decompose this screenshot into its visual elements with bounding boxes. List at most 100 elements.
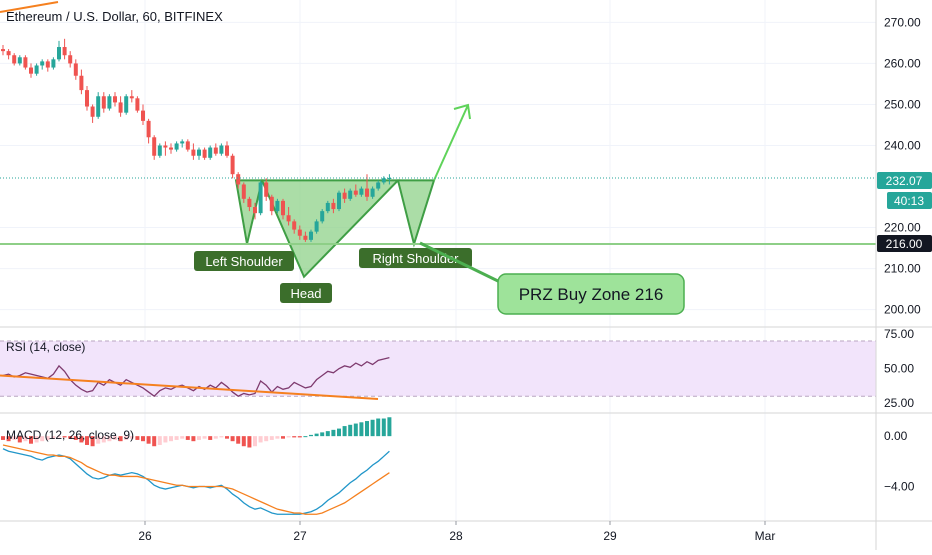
- macd-histogram-bar[interactable]: [281, 436, 285, 439]
- candle-down[interactable]: [303, 235, 308, 240]
- symbol-title[interactable]: Ethereum / U.S. Dollar, 60, BITFINEX: [6, 9, 223, 24]
- macd-histogram-bar[interactable]: [1, 436, 5, 440]
- candle-down[interactable]: [101, 96, 106, 109]
- macd-histogram-bar[interactable]: [258, 436, 263, 443]
- macd-histogram-bar[interactable]: [68, 436, 73, 439]
- candle-up[interactable]: [107, 96, 112, 109]
- macd-histogram-bar[interactable]: [124, 436, 129, 440]
- macd-histogram-bar[interactable]: [359, 422, 364, 437]
- candle-down[interactable]: [331, 202, 336, 210]
- macd-histogram-bar[interactable]: [247, 436, 252, 448]
- candle-down[interactable]: [1, 49, 5, 52]
- candle-down[interactable]: [68, 55, 73, 64]
- candle-down[interactable]: [185, 141, 190, 150]
- signal-line[interactable]: [2, 444, 390, 515]
- head-shape[interactable]: [260, 179, 401, 279]
- candle-down[interactable]: [45, 61, 50, 68]
- macd-histogram-bar[interactable]: [264, 436, 269, 442]
- rsi-pane[interactable]: [0, 340, 876, 400]
- candle-down[interactable]: [12, 55, 17, 64]
- macd-histogram-bar[interactable]: [180, 436, 185, 439]
- candle-up[interactable]: [314, 221, 319, 232]
- candle-down[interactable]: [129, 96, 134, 99]
- macd-histogram-bar[interactable]: [309, 434, 313, 437]
- macd-histogram-bar[interactable]: [17, 436, 22, 443]
- macd-histogram-bar[interactable]: [129, 436, 134, 439]
- macd-histogram-bar[interactable]: [381, 418, 386, 437]
- macd-histogram-bar[interactable]: [325, 431, 330, 437]
- macd-histogram-bar[interactable]: [197, 436, 201, 440]
- candle-down[interactable]: [62, 47, 67, 56]
- right-shoulder-shape[interactable]: [396, 179, 436, 248]
- candle-down[interactable]: [23, 57, 28, 68]
- candle-up[interactable]: [376, 182, 381, 189]
- macd-histogram-bar[interactable]: [73, 436, 78, 440]
- macd-pane[interactable]: [1, 417, 392, 515]
- macd-histogram-bar[interactable]: [146, 436, 151, 444]
- candle-down[interactable]: [6, 51, 11, 56]
- candle-up[interactable]: [348, 190, 353, 199]
- macd-histogram-bar[interactable]: [387, 417, 392, 437]
- macd-title[interactable]: MACD (12, 26, close, 9): [6, 428, 134, 442]
- macd-histogram-bar[interactable]: [6, 436, 11, 442]
- breakout-projection-arrow[interactable]: [433, 103, 471, 181]
- macd-histogram-bar[interactable]: [51, 436, 56, 439]
- macd-histogram-bar[interactable]: [157, 436, 162, 445]
- candle-down[interactable]: [141, 110, 145, 121]
- candle-down[interactable]: [135, 98, 140, 111]
- macd-histogram-bar[interactable]: [85, 436, 89, 445]
- macd-histogram-bar[interactable]: [225, 436, 229, 439]
- macd-histogram-bar[interactable]: [152, 436, 157, 447]
- candle-up[interactable]: [17, 57, 22, 64]
- candle-down[interactable]: [264, 182, 269, 197]
- macd-histogram-bar[interactable]: [101, 436, 106, 443]
- macd-histogram-bar[interactable]: [202, 436, 207, 439]
- macd-histogram-bar[interactable]: [331, 429, 336, 437]
- candle-down[interactable]: [286, 215, 291, 222]
- candle-down[interactable]: [202, 149, 207, 158]
- candle-down[interactable]: [146, 120, 151, 138]
- candle-up[interactable]: [34, 65, 39, 74]
- candle-up[interactable]: [51, 59, 56, 68]
- macd-histogram-bar[interactable]: [320, 432, 325, 437]
- macd-histogram-bar[interactable]: [12, 436, 17, 440]
- candle-up[interactable]: [370, 188, 375, 197]
- candle-down[interactable]: [353, 190, 358, 195]
- candle-up[interactable]: [40, 61, 45, 66]
- candle-down[interactable]: [236, 174, 241, 185]
- candle-up[interactable]: [57, 47, 61, 60]
- candle-up[interactable]: [325, 202, 330, 212]
- macd-histogram-bar[interactable]: [169, 436, 173, 442]
- prz-callout[interactable]: PRZ Buy Zone 216: [419, 241, 685, 315]
- macd-histogram-bar[interactable]: [292, 436, 297, 438]
- macd-histogram-bar[interactable]: [297, 436, 302, 438]
- macd-histogram-bar[interactable]: [376, 418, 381, 437]
- candle-down[interactable]: [152, 137, 157, 156]
- macd-histogram-bar[interactable]: [113, 436, 117, 440]
- macd-histogram-bar[interactable]: [365, 421, 369, 437]
- candlestick-series[interactable]: [1, 38, 392, 242]
- candle-down[interactable]: [29, 67, 33, 74]
- candle-down[interactable]: [247, 198, 252, 208]
- macd-histogram-bar[interactable]: [241, 436, 246, 447]
- macd-histogram-bar[interactable]: [141, 436, 145, 442]
- candle-down[interactable]: [241, 184, 246, 199]
- macd-histogram-bar[interactable]: [45, 436, 50, 440]
- macd-histogram-bar[interactable]: [253, 436, 257, 447]
- macd-histogram-bar[interactable]: [29, 436, 33, 444]
- orange-trendline-top[interactable]: [0, 1, 59, 13]
- macd-histogram-bar[interactable]: [135, 436, 140, 440]
- macd-histogram-bar[interactable]: [185, 436, 190, 440]
- candle-up[interactable]: [180, 141, 185, 144]
- candle-down[interactable]: [292, 221, 297, 230]
- macd-histogram-bar[interactable]: [118, 436, 123, 442]
- candle-down[interactable]: [113, 96, 117, 103]
- candle-up[interactable]: [96, 96, 101, 117]
- candle-up[interactable]: [258, 182, 263, 214]
- macd-histogram-bar[interactable]: [79, 436, 84, 443]
- candle-up[interactable]: [174, 143, 179, 150]
- macd-axis[interactable]: 0.00 −4.00: [884, 429, 915, 493]
- candle-down[interactable]: [253, 207, 257, 214]
